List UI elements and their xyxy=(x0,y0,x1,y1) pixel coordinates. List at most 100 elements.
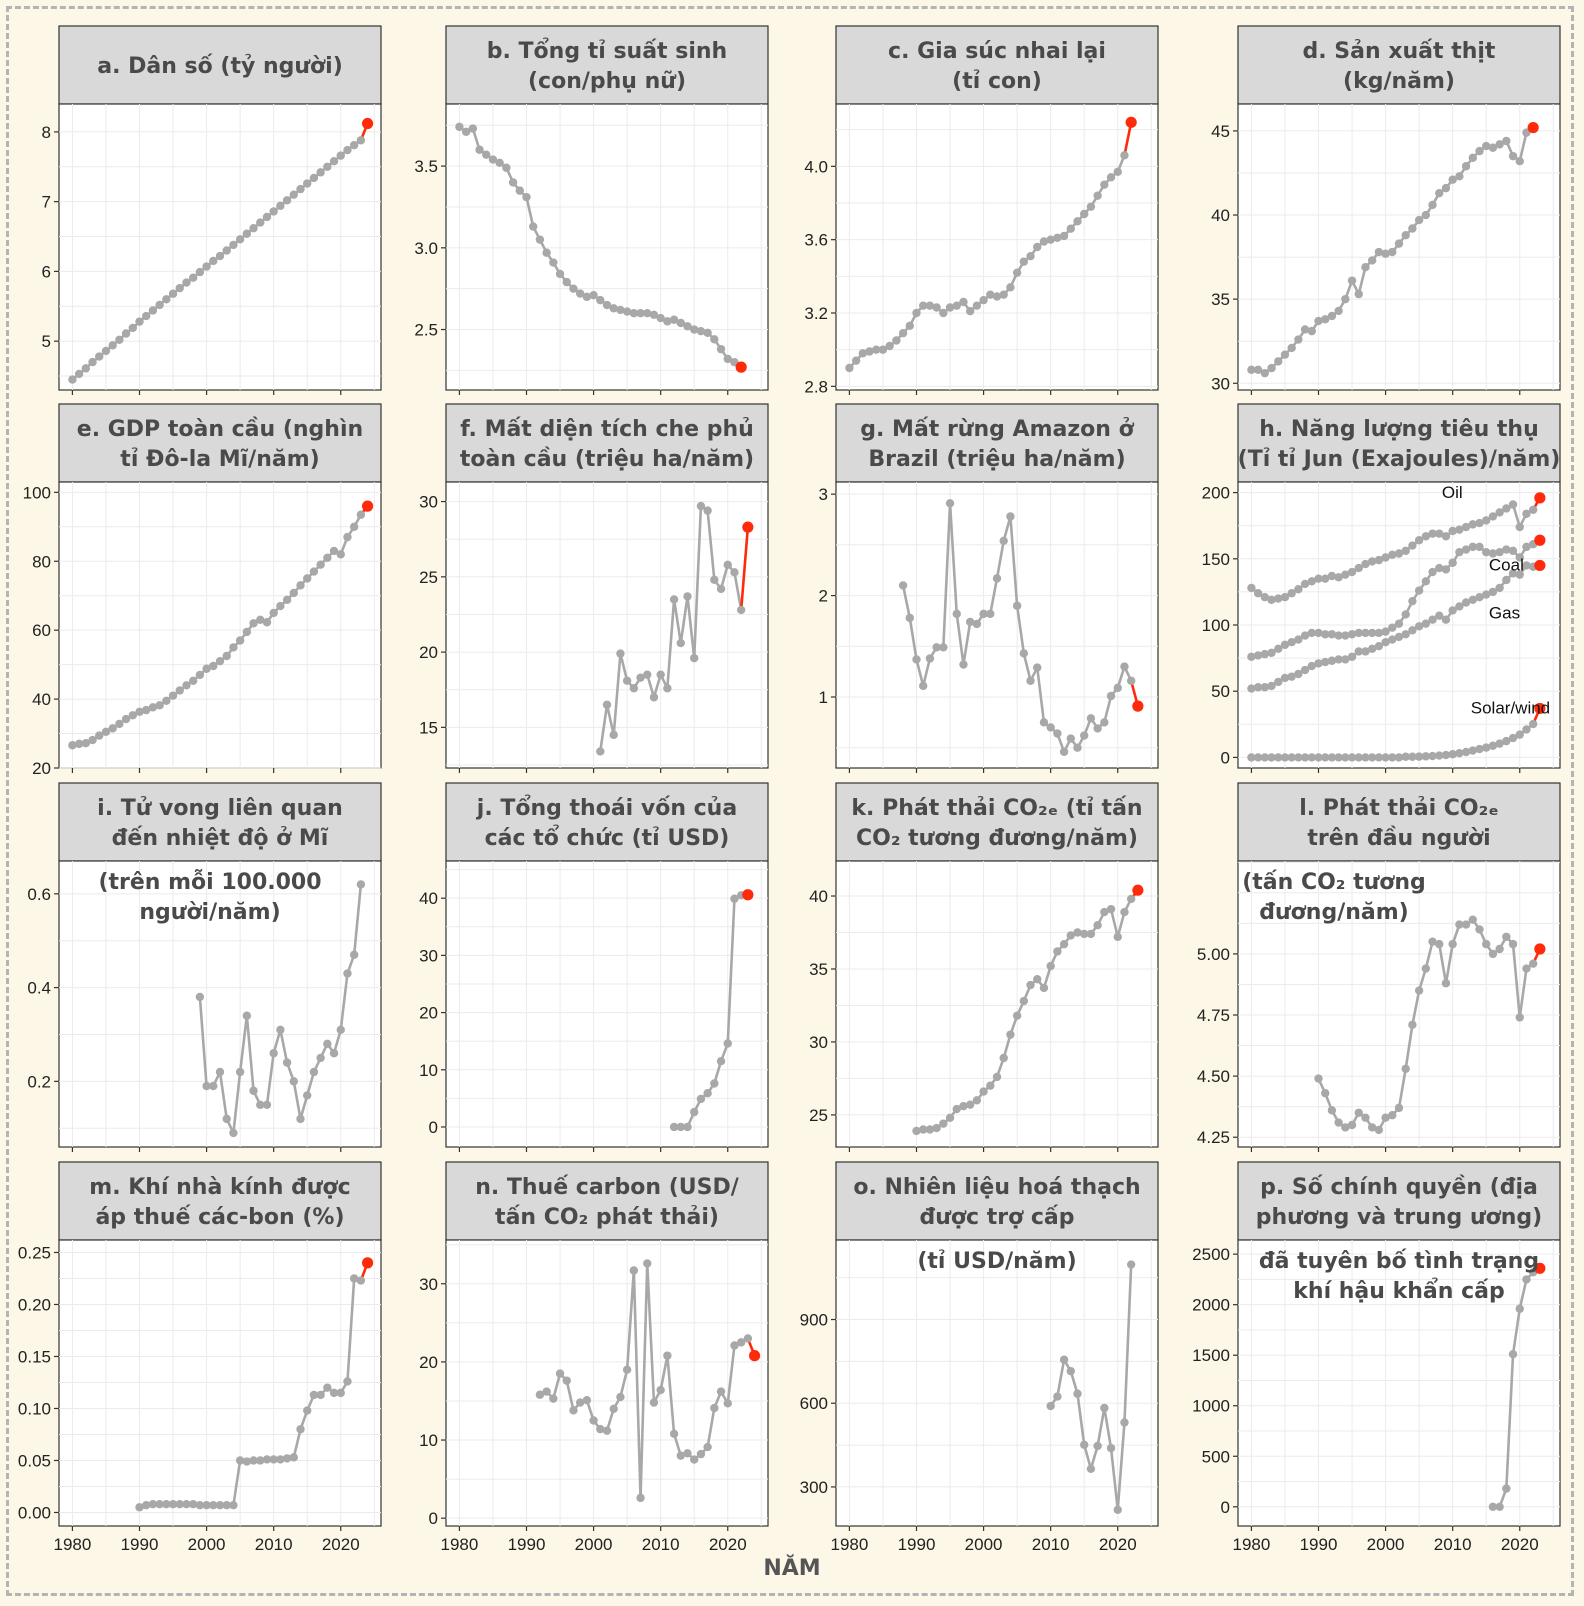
data-point xyxy=(1367,256,1377,265)
panel-i-plot-area xyxy=(58,860,382,1148)
data-point xyxy=(1468,153,1477,163)
data-point xyxy=(1321,315,1330,324)
data-point xyxy=(349,950,359,959)
data-point xyxy=(1059,747,1069,756)
data-point xyxy=(1314,574,1323,583)
data-point xyxy=(1408,626,1417,635)
data-point xyxy=(1414,536,1424,545)
latest-data-point xyxy=(1534,534,1546,546)
data-point xyxy=(88,735,97,745)
data-point xyxy=(188,1499,198,1509)
latest-data-point xyxy=(1534,943,1546,955)
data-point xyxy=(1113,1505,1122,1515)
data-point xyxy=(1455,602,1464,611)
data-point xyxy=(872,345,881,354)
panel-b-title: b. Tổng tỉ suất sinh xyxy=(487,38,727,64)
data-point xyxy=(703,506,712,515)
data-point xyxy=(1347,276,1357,285)
data-point xyxy=(1428,200,1437,210)
data-point xyxy=(992,574,1002,583)
data-point xyxy=(676,1122,685,1132)
data-point xyxy=(455,122,464,132)
y-tick-label: 300 xyxy=(800,1478,828,1497)
data-point xyxy=(303,574,312,583)
data-point xyxy=(1448,526,1457,536)
data-point xyxy=(202,1501,211,1510)
data-point xyxy=(636,673,645,682)
data-point xyxy=(1388,623,1397,632)
data-point xyxy=(1361,647,1370,656)
data-point xyxy=(690,653,699,663)
data-point xyxy=(1300,631,1310,640)
y-tick-label: 40 xyxy=(1211,206,1230,225)
x-tick-label: 2000 xyxy=(575,1535,613,1554)
data-point xyxy=(121,714,131,724)
data-point xyxy=(919,301,928,310)
data-point xyxy=(716,584,726,594)
data-point xyxy=(101,727,111,737)
data-point xyxy=(690,325,699,334)
panel-g-title: g. Mất rừng Amazon ở xyxy=(860,417,1134,442)
data-point xyxy=(696,501,706,511)
data-point xyxy=(142,311,151,321)
data-point xyxy=(495,158,504,168)
data-point xyxy=(1321,1089,1330,1098)
x-tick-label: 2020 xyxy=(322,1535,360,1554)
data-point xyxy=(710,335,719,344)
data-point xyxy=(256,1100,265,1110)
data-point xyxy=(329,1388,339,1398)
data-point xyxy=(1260,368,1270,378)
data-point xyxy=(636,308,645,318)
data-point xyxy=(1287,638,1296,647)
panel-n: n. Thuế carbon (USD/tấn CO₂ phát thải)01… xyxy=(419,1161,769,1554)
panel-j-plot-area xyxy=(445,860,769,1148)
data-point xyxy=(1106,1443,1116,1453)
data-point xyxy=(1488,949,1498,959)
data-point xyxy=(723,1039,732,1048)
data-point xyxy=(195,670,205,680)
data-point xyxy=(1106,904,1116,914)
data-point xyxy=(1475,542,1484,552)
data-point xyxy=(195,267,205,277)
data-point xyxy=(569,284,578,293)
data-point xyxy=(1300,579,1310,589)
data-point xyxy=(1361,628,1370,638)
data-point xyxy=(269,1455,278,1464)
panel-h-strip xyxy=(1237,403,1561,483)
panel-o-title: được trợ cấp xyxy=(920,1205,1075,1230)
data-point xyxy=(323,162,332,171)
data-point xyxy=(979,1087,988,1096)
data-point xyxy=(1080,1440,1089,1450)
data-point xyxy=(1341,631,1350,640)
data-point xyxy=(1126,894,1136,904)
data-point xyxy=(1126,676,1136,685)
data-point xyxy=(276,601,285,611)
data-point xyxy=(1327,571,1337,581)
data-point xyxy=(1006,512,1015,521)
data-point xyxy=(912,1126,921,1136)
data-point xyxy=(262,1455,272,1464)
y-tick-label: 4.50 xyxy=(1197,1067,1230,1086)
data-point xyxy=(1053,729,1062,738)
data-point xyxy=(168,1499,178,1509)
data-point xyxy=(932,303,941,312)
data-point xyxy=(1461,598,1471,607)
data-point xyxy=(209,661,218,671)
data-point xyxy=(1515,522,1524,532)
panel-g: g. Mất rừng Amazon ở Brazil (triệu ha/năm… xyxy=(819,403,1159,773)
panel-c-title: c. Gia súc nhai lại xyxy=(888,39,1106,64)
y-tick-label: 3.2 xyxy=(804,304,828,323)
latest-data-point xyxy=(748,1350,761,1362)
data-point xyxy=(1039,718,1049,727)
latest-data-point xyxy=(361,500,374,512)
data-point xyxy=(1086,929,1096,939)
data-point xyxy=(296,1114,305,1124)
data-point xyxy=(898,328,908,338)
y-tick-label: 1500 xyxy=(1192,1346,1230,1365)
data-point xyxy=(276,1455,285,1464)
data-point xyxy=(616,649,625,658)
latest-data-point xyxy=(356,880,366,889)
data-point xyxy=(1033,663,1042,672)
data-point xyxy=(175,1499,184,1509)
y-tick-label: 35 xyxy=(1211,290,1230,309)
